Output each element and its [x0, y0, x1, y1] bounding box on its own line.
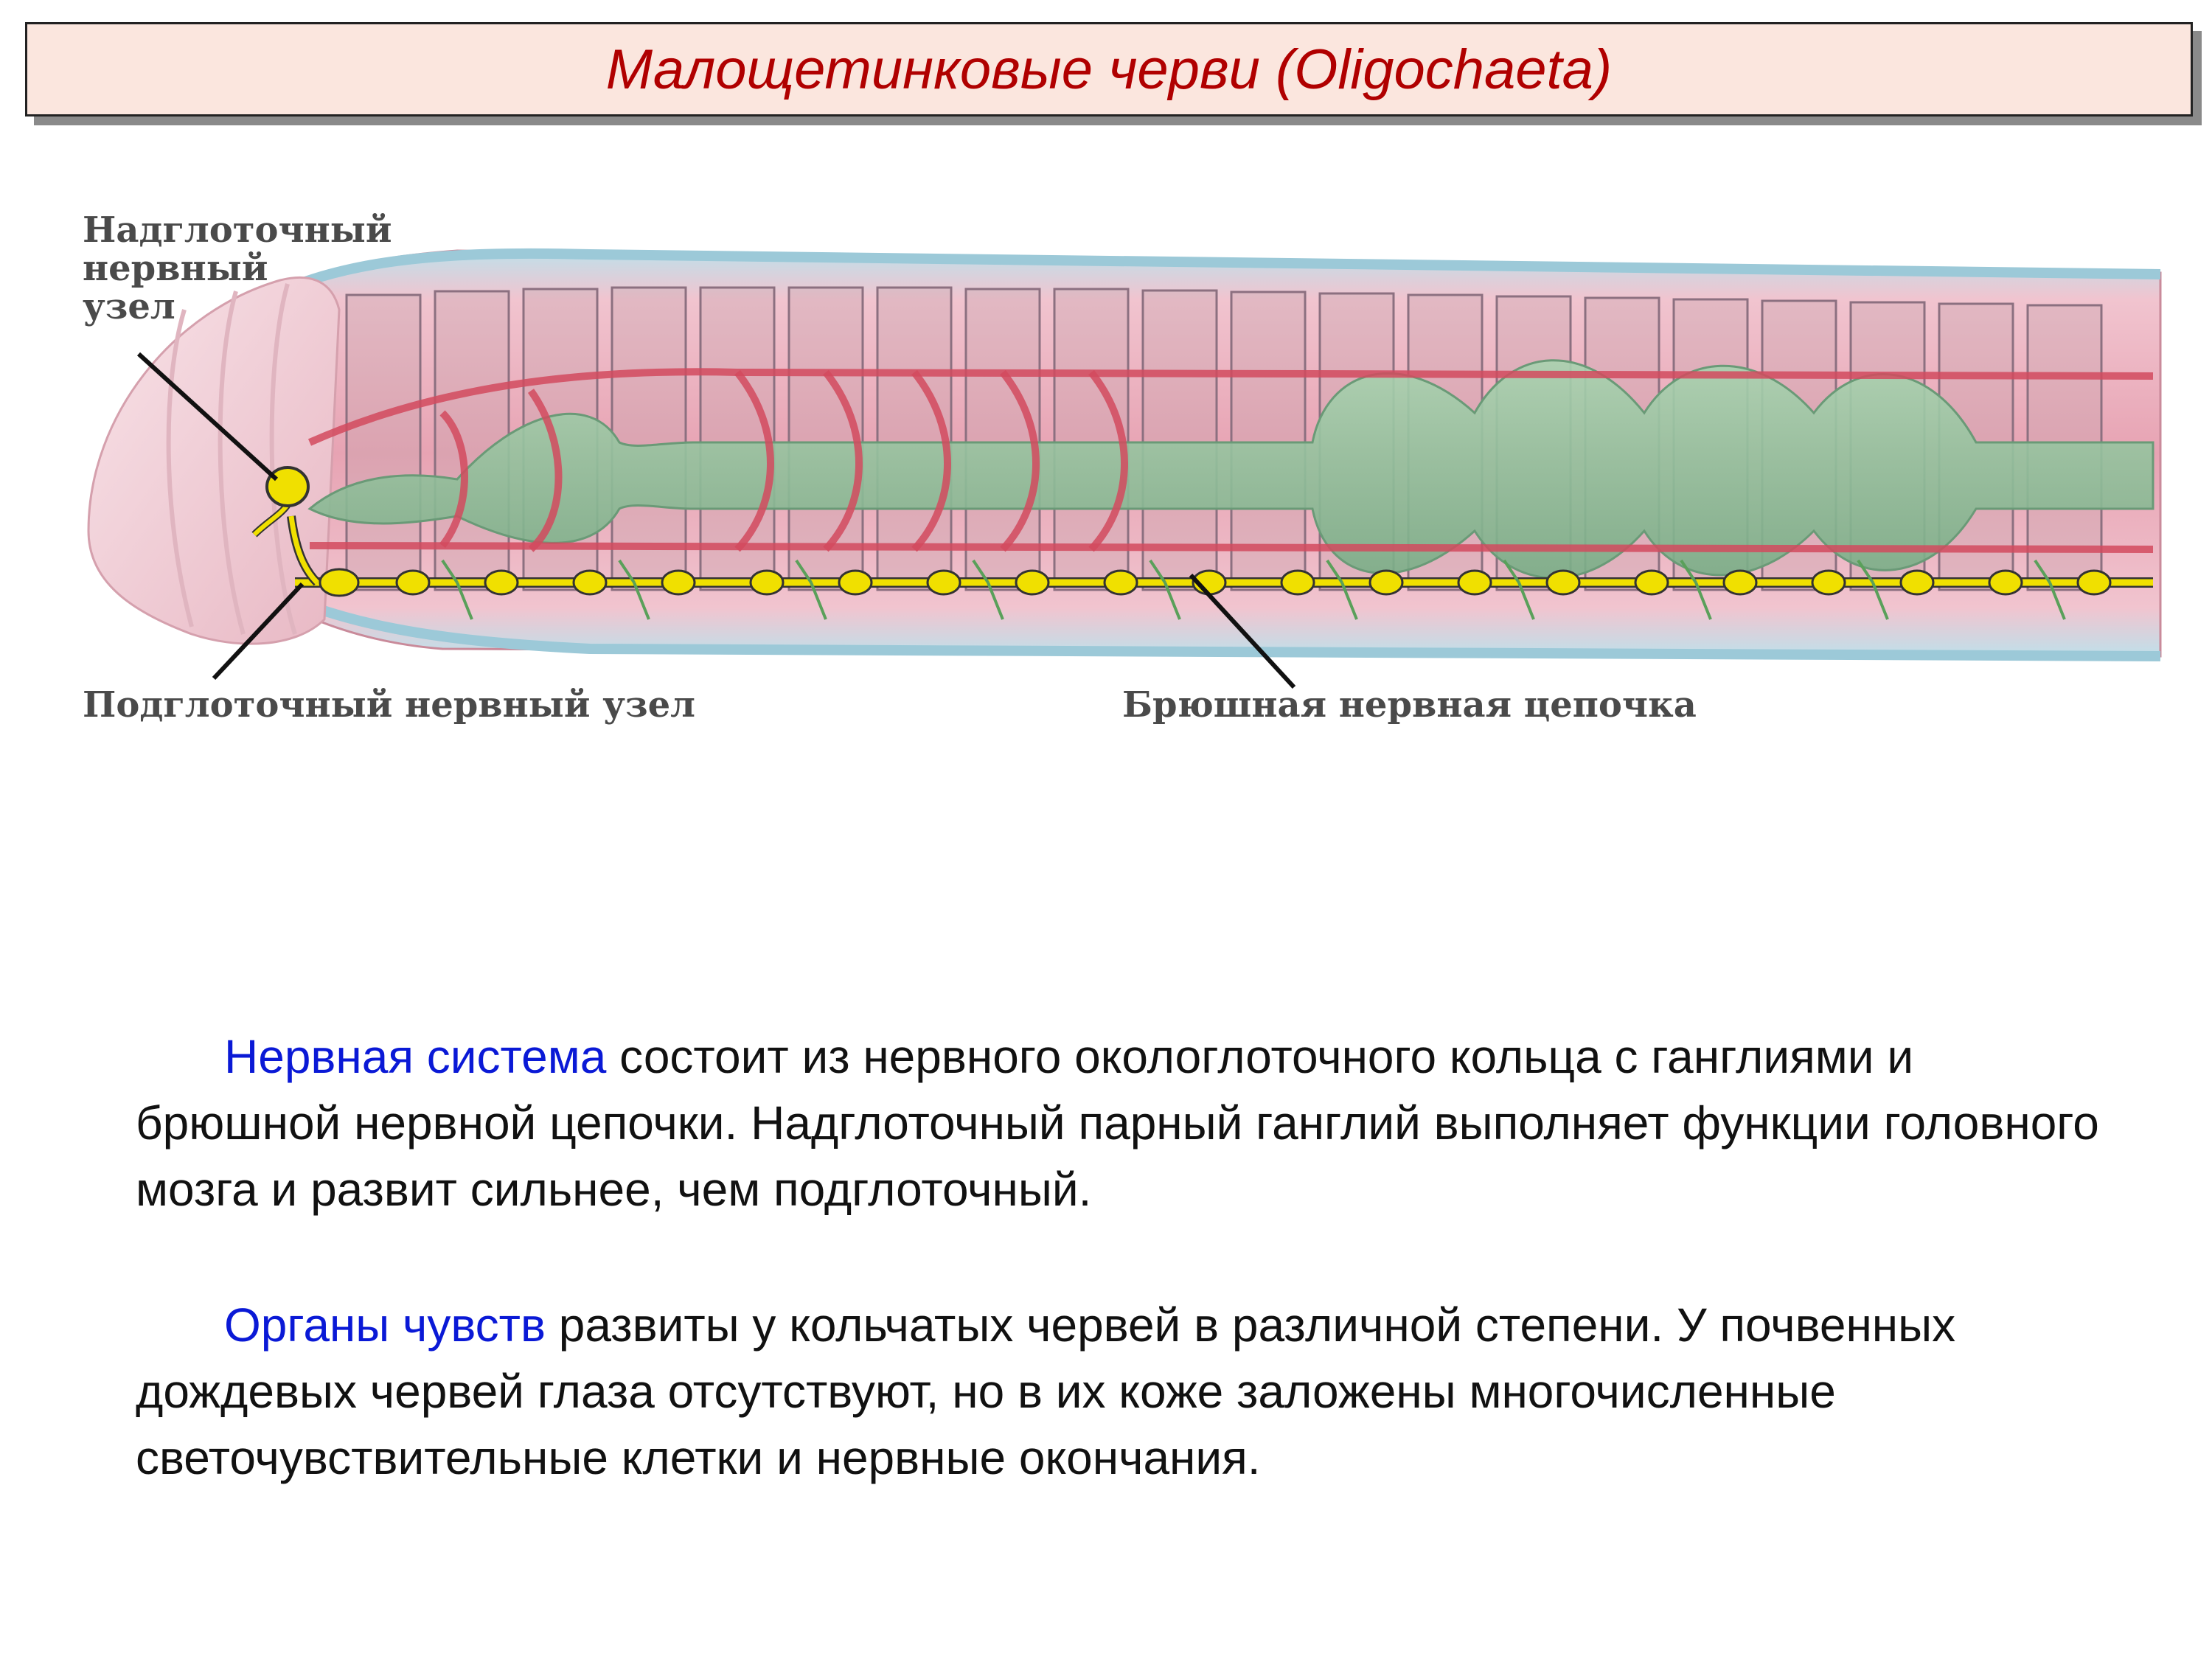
page-title: Малощетинковые черви (Oligochaeta)	[605, 38, 1613, 101]
paragraph-nervous-system-text: состоит из нервного окологлоточного коль…	[136, 1030, 2099, 1216]
title-banner: Малощетинковые черви (Oligochaeta)	[25, 22, 2193, 116]
earthworm-nervous-system-diagram: Надглоточный нервный узел Подглоточный н…	[83, 209, 2162, 726]
term-nervous-system: Нервная система	[224, 1030, 607, 1083]
label-ventral-chain: Брюшная нервная цепочка	[1122, 684, 1697, 726]
pointer-supraesophageal	[136, 352, 279, 481]
pointer-subesophageal	[212, 582, 305, 681]
paragraph-sense-organs-text: развиты у кольчатых червей в различной с…	[136, 1298, 1956, 1484]
paragraph-nervous-system: Нервная система состоит из нервного окол…	[136, 1023, 2126, 1222]
label-subesophageal: Подглоточный нервный узел	[83, 684, 695, 726]
blood-vessels	[307, 368, 2154, 553]
ventral-nerve-chain	[295, 559, 2153, 620]
paragraph-sense-organs: Органы чувств развиты у кольчатых червей…	[136, 1292, 2126, 1491]
label-supraesophageal-line2: нервный	[83, 248, 268, 289]
label-supraesophageal-line3: узел	[83, 286, 175, 327]
digestive-tract	[307, 359, 2154, 580]
pointer-ventral-chain	[1189, 573, 1296, 689]
term-sense-organs: Органы чувств	[224, 1298, 546, 1352]
worm-head	[87, 276, 341, 645]
label-supraesophageal-line1: Надглоточный	[83, 209, 392, 251]
